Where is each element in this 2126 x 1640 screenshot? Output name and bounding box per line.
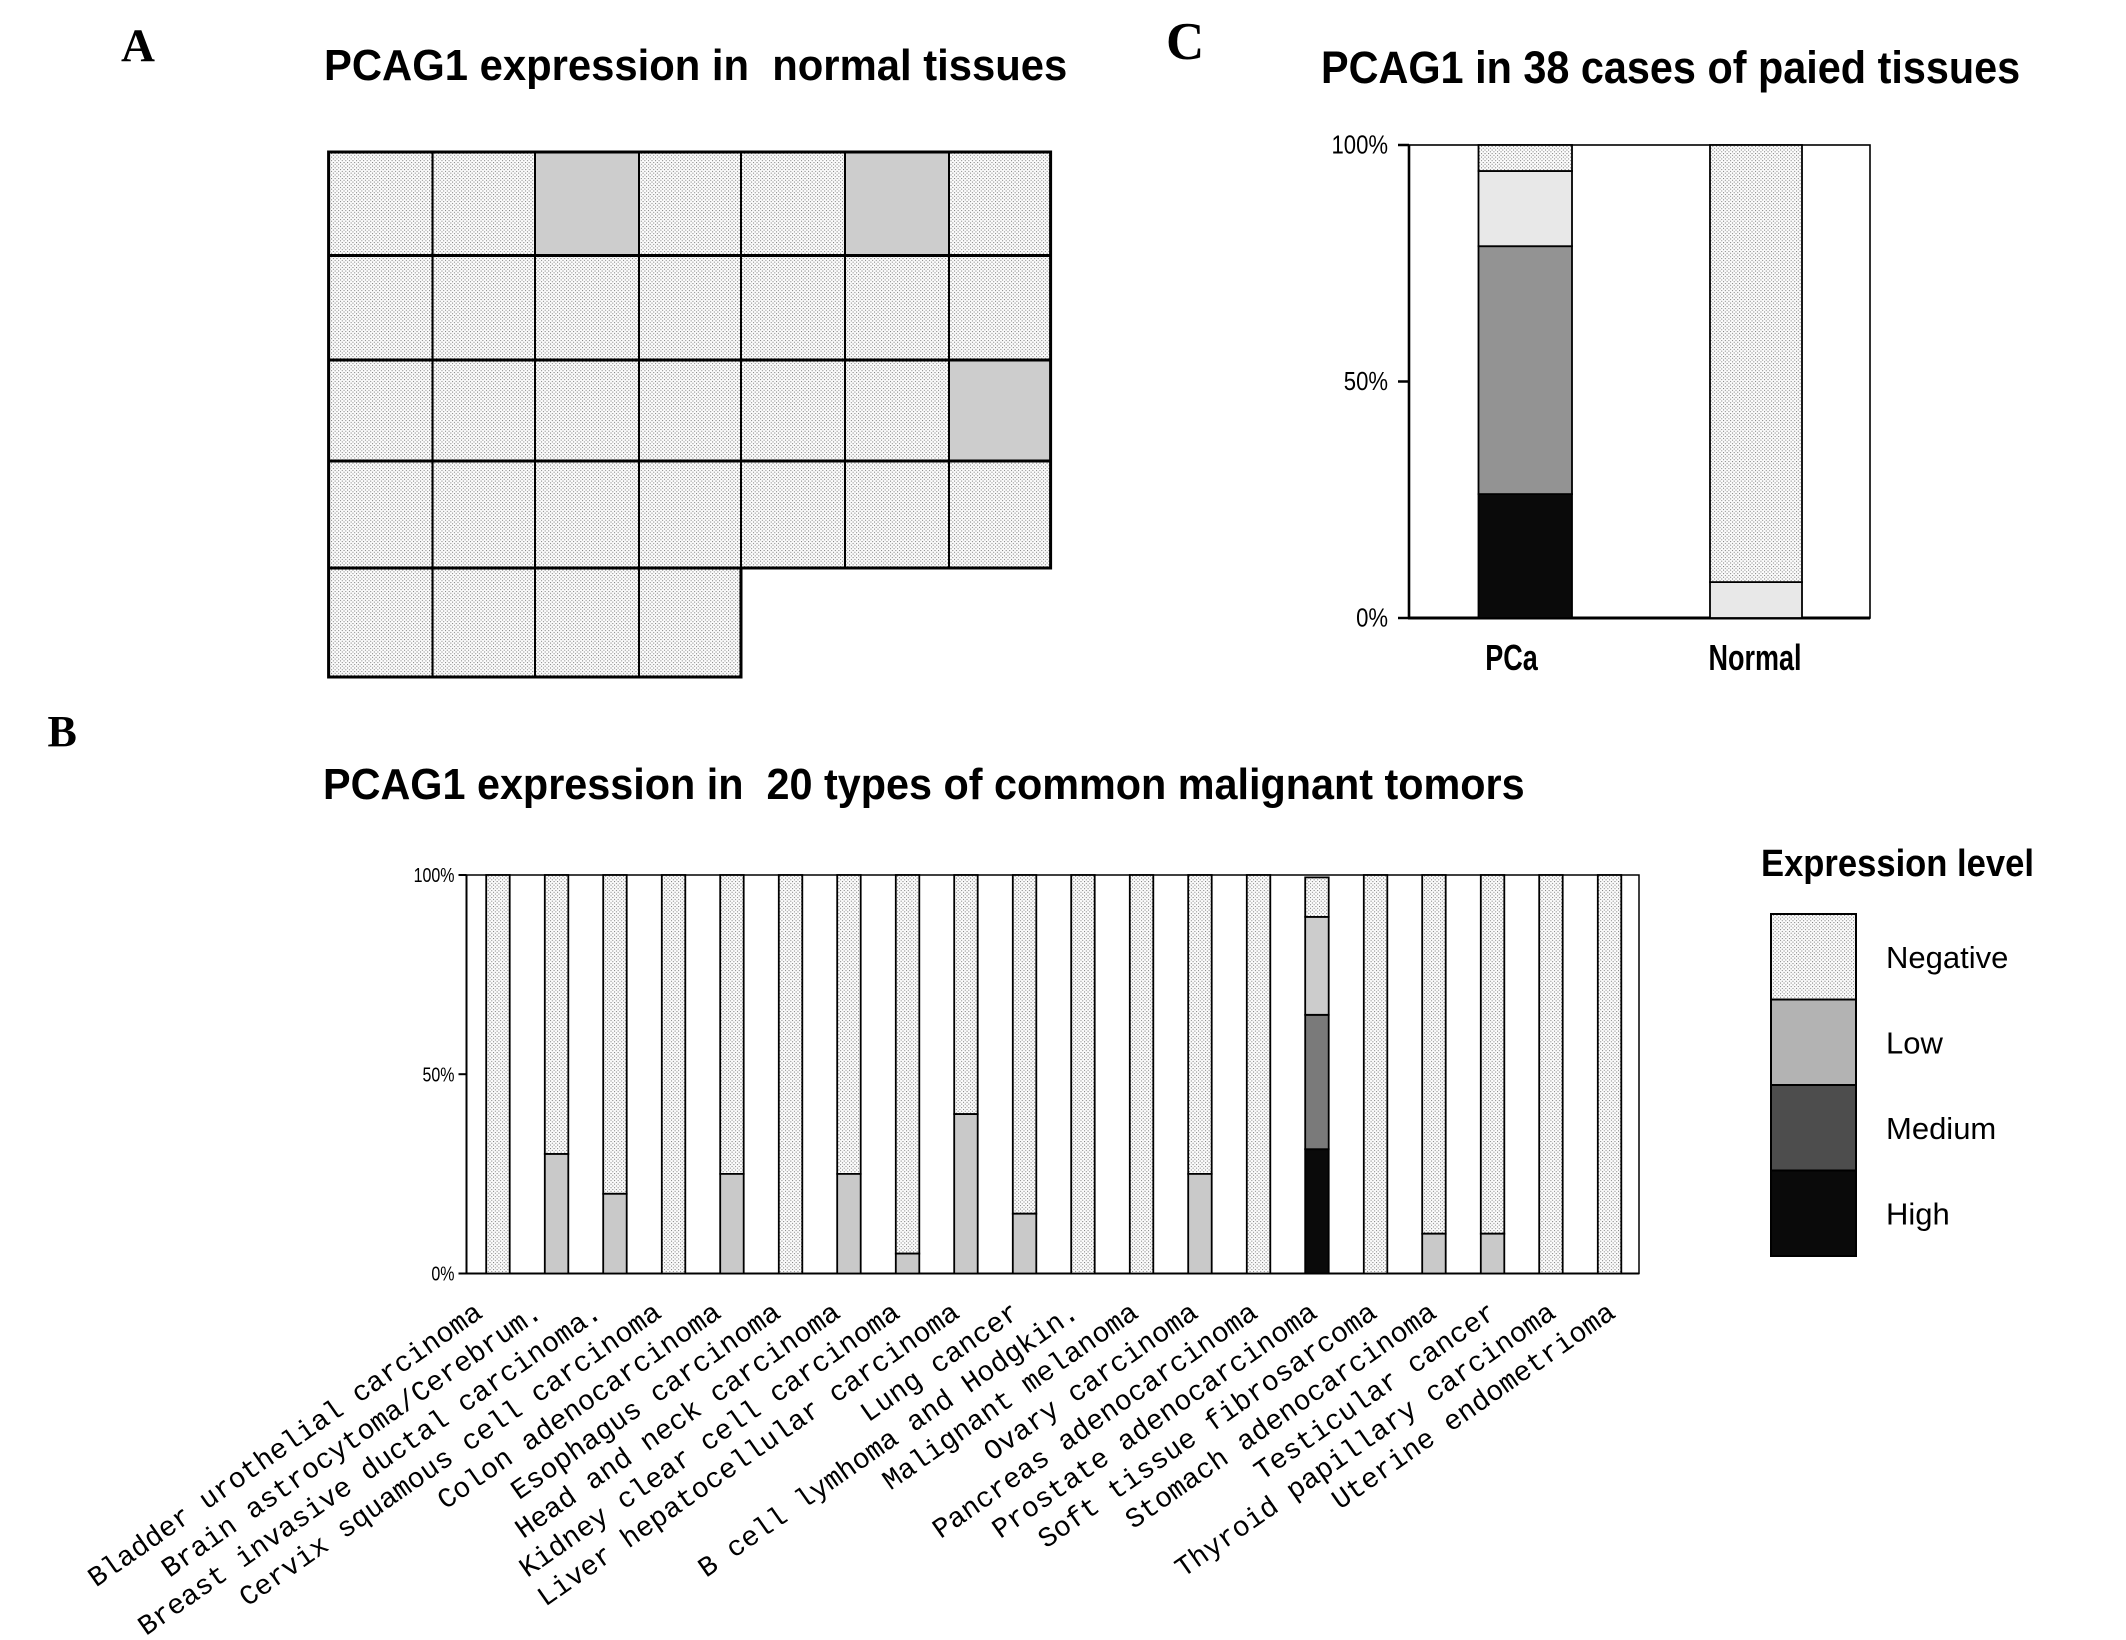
svg-text:100%: 100% — [1332, 131, 1388, 160]
svg-text:PCAG1 in 38 cases of paied tis: PCAG1 in 38 cases of paied tissues — [1321, 43, 2020, 93]
svg-text:PCa: PCa — [1485, 637, 1538, 678]
svg-text:PCAG1 expression in 20 types: PCAG1 expression in 20 types of common m… — [323, 760, 1525, 809]
svg-text:High: High — [1886, 1196, 1950, 1231]
svg-text:0%: 0% — [1356, 604, 1388, 633]
svg-text:A: A — [121, 20, 155, 72]
svg-text:Expression level: Expression level — [1761, 841, 2034, 884]
svg-text:50%: 50% — [1344, 368, 1388, 397]
svg-text:B: B — [48, 707, 77, 756]
svg-text:50%: 50% — [422, 1064, 454, 1086]
svg-text:Normal: Normal — [1709, 637, 1802, 678]
svg-text:PCAG1 expression in normal ti: PCAG1 expression in normal tissues — [324, 41, 1067, 90]
svg-text:100%: 100% — [414, 864, 455, 886]
svg-text:Low: Low — [1886, 1025, 1943, 1060]
svg-text:Medium: Medium — [1886, 1111, 1996, 1146]
svg-text:C: C — [1166, 13, 1204, 71]
svg-text:Negative: Negative — [1886, 940, 2008, 975]
svg-text:0%: 0% — [431, 1263, 454, 1285]
